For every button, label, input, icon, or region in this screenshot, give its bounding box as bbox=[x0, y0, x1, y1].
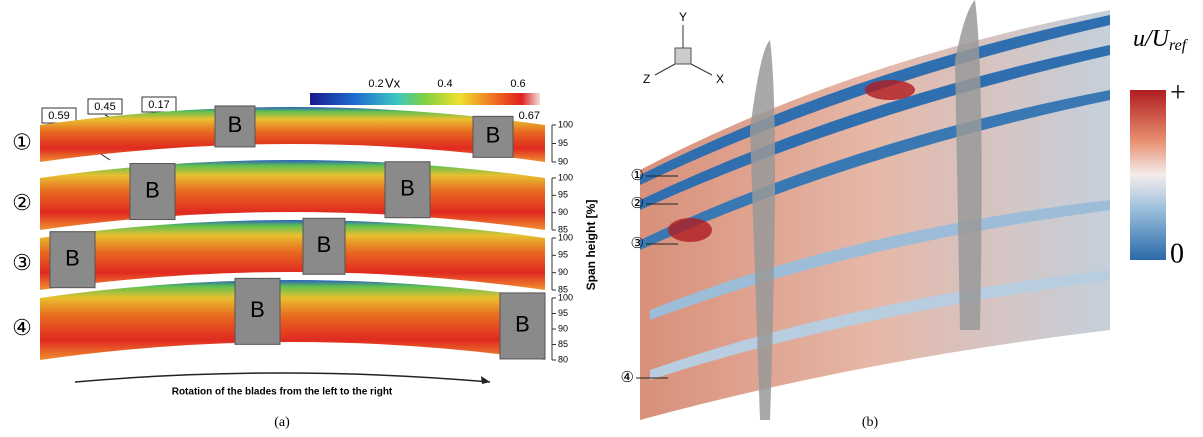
blade-label: B bbox=[228, 112, 243, 137]
span-axis-label: Span height [%] bbox=[584, 200, 598, 291]
blade bbox=[750, 40, 775, 420]
markers: ① ② ③ ④ bbox=[621, 167, 678, 386]
blade bbox=[302, 217, 346, 275]
blade-label: B bbox=[65, 245, 80, 270]
blade bbox=[472, 115, 514, 158]
contour-band bbox=[40, 107, 545, 162]
colorbar-tick: 0.4 bbox=[437, 78, 452, 90]
colorbar bbox=[310, 93, 540, 105]
colorbar-tick: 0.6 bbox=[510, 78, 525, 90]
blade bbox=[49, 231, 96, 289]
span-tick-label: 90 bbox=[558, 267, 568, 277]
span-tick-label: 95 bbox=[558, 190, 568, 200]
span-tick-label: 100 bbox=[558, 119, 573, 129]
high-region bbox=[865, 80, 915, 100]
axis-label: Z bbox=[643, 72, 650, 86]
annotations: 0.59 0.45 0.17 bbox=[41, 96, 179, 161]
span-tick-label: 85 bbox=[558, 224, 568, 234]
arrow-head bbox=[481, 376, 490, 384]
blade-label: B bbox=[250, 297, 265, 322]
blade-label: B bbox=[515, 312, 530, 337]
contour-band bbox=[40, 220, 545, 290]
legend-title-subscript: ref bbox=[1169, 37, 1189, 54]
marker-label: ① bbox=[631, 167, 644, 184]
triad-axis bbox=[654, 63, 676, 76]
blade bbox=[214, 105, 256, 148]
colorbar-max: 0.67 bbox=[519, 110, 540, 122]
legend-colorbar bbox=[1130, 90, 1166, 260]
annotation-box bbox=[87, 98, 123, 115]
colorbar-tick: 0.2 bbox=[368, 78, 383, 90]
sheet-edge bbox=[650, 270, 1110, 380]
triad-cube bbox=[674, 47, 692, 65]
triad-axis bbox=[690, 63, 713, 76]
panel-b: Y Z X u/Uref + 0 ① ② ③ ④ (b) bbox=[621, 0, 1189, 430]
blade bbox=[499, 292, 546, 360]
caption: (a) bbox=[274, 415, 290, 430]
rotation-arrow bbox=[74, 372, 491, 383]
legend-title: u/Uref bbox=[1133, 26, 1189, 54]
legend-min: 0 bbox=[1170, 238, 1184, 269]
row-label: ① bbox=[12, 129, 32, 154]
panel-a: Vx 0.2 0.4 0.6 0 0.67 0.59 0.45 0.17 SS … bbox=[12, 75, 598, 430]
span-tick-label: 95 bbox=[558, 308, 568, 318]
span-tick-label: 100 bbox=[558, 172, 573, 182]
blade bbox=[955, 0, 982, 330]
blade bbox=[384, 161, 431, 219]
span-tick-label: 90 bbox=[558, 156, 568, 166]
annotation: 0.17 bbox=[148, 99, 169, 111]
span-tick-label: 90 bbox=[558, 323, 568, 333]
blade bbox=[129, 163, 176, 221]
blade-label: B bbox=[486, 123, 501, 148]
blade bbox=[234, 277, 281, 345]
blade-label: B bbox=[317, 232, 332, 257]
row-label: ③ bbox=[12, 250, 32, 275]
span-tick-label: 100 bbox=[558, 232, 573, 242]
legend-title-main: u/U bbox=[1133, 26, 1171, 52]
span-tick-label: 80 bbox=[558, 354, 568, 364]
span-tick-label: 100 bbox=[558, 292, 573, 302]
row-label: ② bbox=[12, 190, 32, 215]
span-tick-label: 95 bbox=[558, 138, 568, 148]
annotation: 0.59 bbox=[48, 110, 69, 122]
axis-label: X bbox=[716, 72, 724, 86]
sheet-edge bbox=[640, 15, 1110, 185]
sheet-edge bbox=[640, 90, 1110, 250]
contour-band bbox=[40, 280, 545, 360]
axis-label: Y bbox=[679, 10, 687, 24]
blade-label: B bbox=[145, 177, 160, 202]
marker-label: ④ bbox=[621, 369, 634, 386]
span-tick-label: 95 bbox=[558, 250, 568, 260]
span-tick-label: 85 bbox=[558, 284, 568, 294]
contour-band bbox=[40, 160, 545, 230]
caption: (b) bbox=[862, 415, 879, 430]
axis-triad: Y Z X bbox=[643, 10, 724, 86]
row-label: ④ bbox=[12, 315, 32, 340]
marker-label: ③ bbox=[631, 235, 644, 252]
blade-label: B bbox=[400, 176, 415, 201]
annotation-box bbox=[141, 96, 177, 113]
annotation: 0.45 bbox=[94, 101, 115, 113]
marker-label: ② bbox=[631, 195, 644, 212]
colorbar-title: Vx bbox=[385, 75, 401, 90]
sheet-edge bbox=[640, 45, 1110, 210]
sheet-edge bbox=[650, 200, 1110, 320]
rows: ① B B 100 95 90 ② B B 100 95 90 85 ③ B B 100 95 90 85 ④ B B 100… bbox=[12, 105, 573, 364]
legend-max: + bbox=[1170, 77, 1186, 108]
span-tick-label: 85 bbox=[558, 339, 568, 349]
high-region bbox=[668, 218, 712, 242]
rotation-caption: Rotation of the blades from the left to … bbox=[172, 387, 393, 398]
span-tick-label: 90 bbox=[558, 207, 568, 217]
